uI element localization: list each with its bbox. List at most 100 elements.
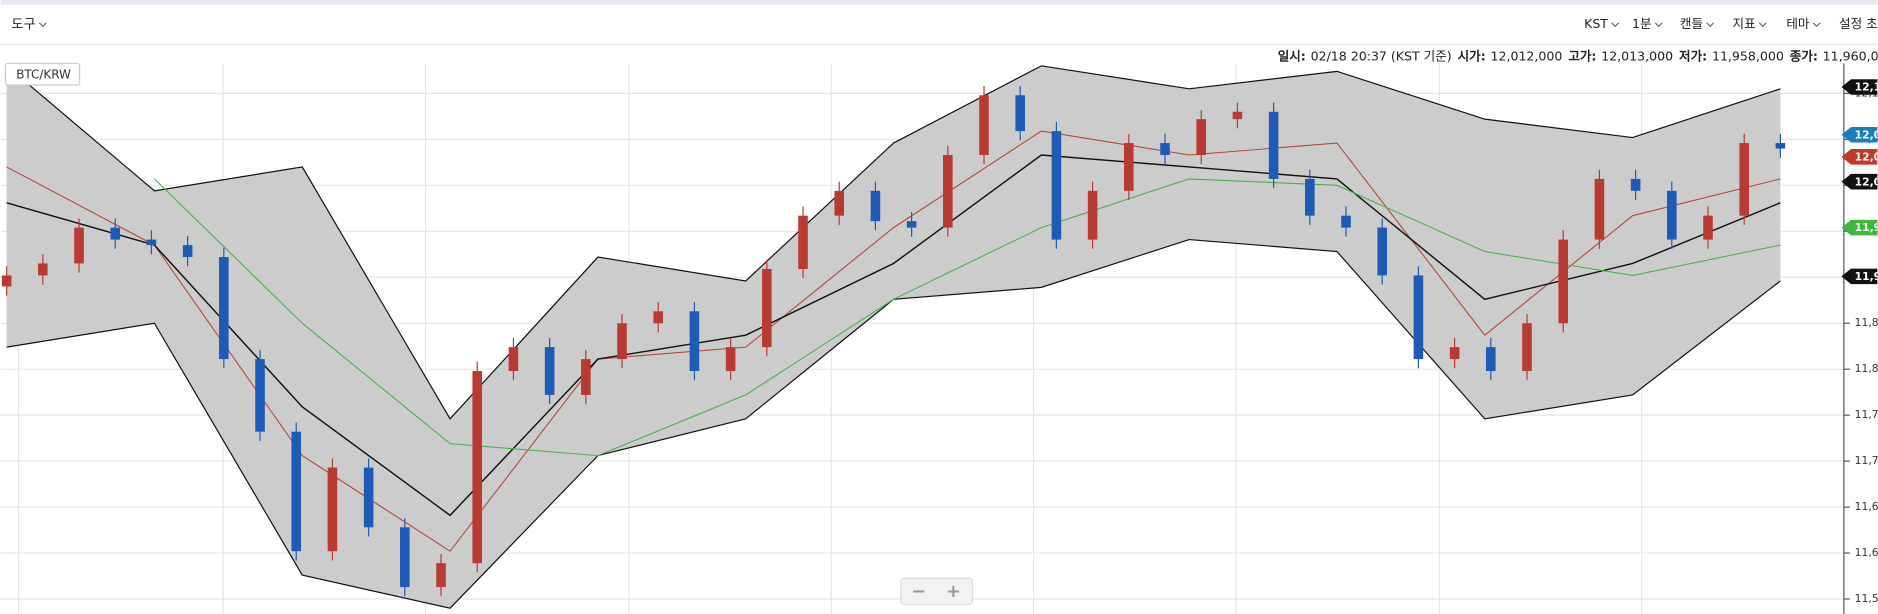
bollinger-area [6,65,1781,609]
candle-body [1087,190,1098,240]
info-label: 종가: [1790,48,1818,63]
candle-body [798,215,808,269]
y-tick-label: 11,55 [1855,592,1878,605]
info-label: 시가: [1458,48,1486,63]
candle-body [1377,227,1387,276]
price-tag [1841,173,1878,190]
moving-average-line [154,178,1781,457]
candle-body [653,311,664,324]
candle-body [834,190,845,216]
candle-body [400,527,410,588]
chevron [1654,22,1663,28]
bollinger-upper [6,65,1781,420]
candle-body [1594,178,1605,240]
candle-body [146,239,157,246]
y-tick-label: 11,80 [1855,362,1878,375]
info-label: 고가: [1568,48,1596,63]
info-value: 12,013,000 [1601,48,1673,63]
candle-body [1667,190,1677,240]
axis-labels: 11,5511,6011,6511,7011,7511,8011,8511,90… [1841,79,1878,605]
zoom-out[interactable]: − [911,581,926,602]
symbol-label: BTC/KRW [16,67,71,81]
candle-body [74,227,84,264]
candle-body [327,467,338,552]
price-tag-label: 11,9 [1855,270,1878,283]
candle-body [1160,143,1170,155]
y-tick-label: 11,70 [1855,454,1878,467]
candle-body [617,323,627,360]
chevron [1611,22,1620,28]
candle-body [255,359,265,432]
y-tick-label: 11,75 [1855,408,1878,421]
toolbar-menu[interactable]: 1분 [1632,16,1652,31]
candle-body [363,467,374,528]
zoom-bar [900,577,974,606]
candle-body [1630,178,1641,191]
candle-body [219,257,229,360]
toolbar [0,4,1878,45]
candle-body [436,563,446,588]
candle-body [1196,119,1207,155]
candle-body [1124,143,1134,191]
candle-body [762,268,772,348]
price-tag [1841,79,1878,95]
price-axis [1843,63,1878,614]
candle-body [1522,323,1532,372]
candle-body [110,227,121,240]
chevron [1758,22,1767,28]
candle-body [182,245,193,258]
plot-area [0,63,1844,614]
candle-body [906,221,917,228]
ohlc-info: 일시: 02/18 20:37 (KST 기준) 시가: 12,012,000 고가: 1… [1278,48,1878,63]
price-tag [1841,149,1878,165]
toolbar-menu[interactable]: 설정 초 [1839,16,1878,31]
candle-body [979,95,989,155]
price-tag-label: 11,9 [1855,221,1878,234]
candle-body [1,275,12,287]
price-tag-label: 12,10 [1855,81,1878,94]
candle-body [38,263,48,276]
zoom-in[interactable]: + [946,581,961,602]
info-value: 12,012,000 [1491,48,1563,63]
candle-body [1305,178,1315,216]
candle-body [1703,215,1713,240]
candle-body [725,347,736,372]
info-value: 11,960,000 [1823,48,1878,63]
moving-average-line [6,130,1781,552]
chevron [38,22,47,28]
candle-body [943,154,953,228]
candle-body [291,431,302,552]
toolbar-menu[interactable]: 지표 [1733,16,1756,31]
chevron [1812,22,1821,28]
candle-body [544,347,555,395]
toolbar-menu[interactable]: KST [1584,16,1608,31]
info-value: 02/18 20:37 (KST 기준) [1311,48,1452,63]
candle-body [1051,131,1062,240]
candle-body [1486,347,1496,372]
candle-body [472,371,483,564]
tool-menu[interactable]: 도구 [11,18,35,33]
candle-body [1268,111,1279,179]
info-label: 저가: [1679,48,1707,63]
candle-body [1341,215,1351,228]
info-value: 11,958,000 [1712,48,1784,63]
y-tick-label: 11,65 [1855,500,1878,513]
y-tick-label: 11,60 [1855,546,1878,559]
y-tick-label: 11,85 [1855,316,1878,329]
price-tag-label: 12,0 [1855,150,1878,163]
top-strip [0,0,1878,5]
toolbar-menu[interactable]: 캔들 [1680,16,1703,31]
candle-body [581,359,591,395]
candle-body [1015,95,1026,132]
symbol-box [4,62,81,86]
price-tag [1841,126,1878,143]
price-tag [1841,219,1878,236]
zoom-controls: − + [900,577,974,606]
candle-body [1413,275,1424,360]
candle-body [1775,143,1786,149]
price-tag-label: 12,00 [1855,175,1878,188]
info-label: 일시: [1278,48,1306,63]
candle-body [1449,347,1460,360]
toolbar-menu[interactable]: 테마 [1786,16,1810,31]
